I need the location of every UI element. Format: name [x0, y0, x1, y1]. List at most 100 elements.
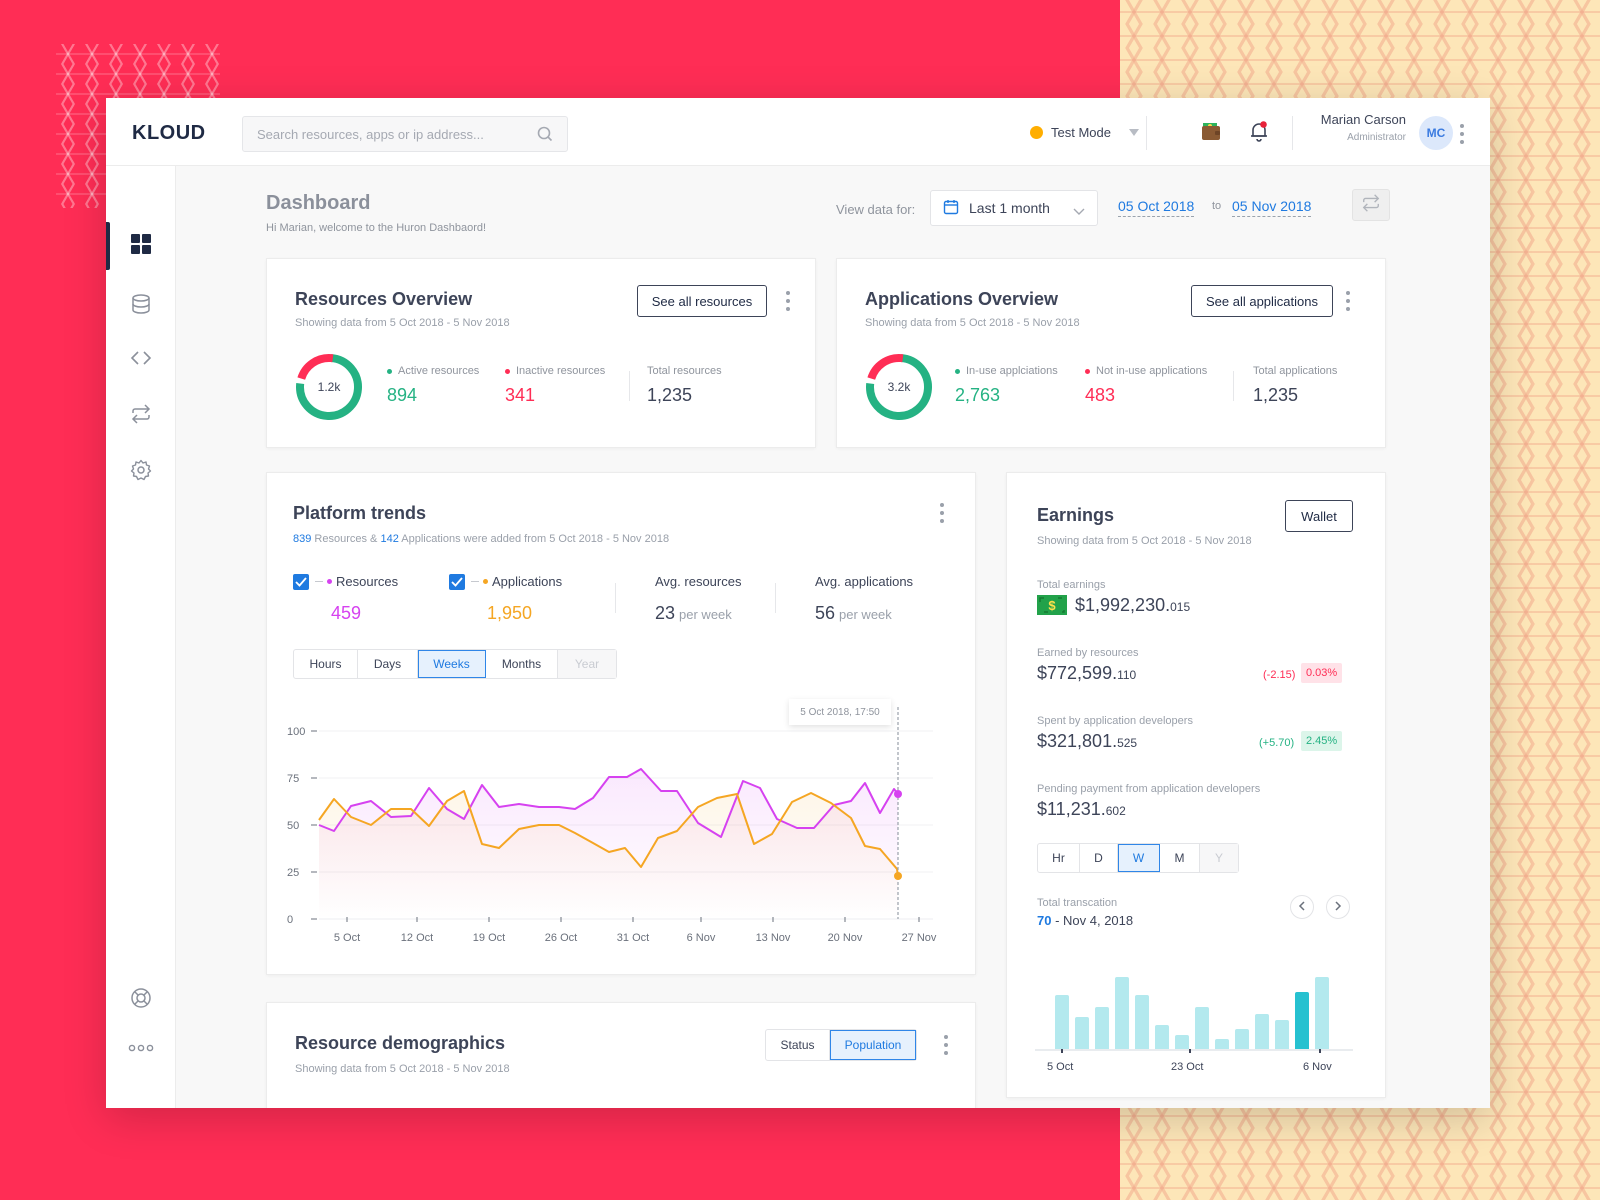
date-to[interactable]: 05 Nov 2018: [1232, 198, 1312, 217]
transactions-bar-chart[interactable]: 5 Oct 23 Oct 6 Nov: [1035, 953, 1355, 1073]
platform-trends-line-chart[interactable]: 100 75 50 25 0 5 Oct 12 Oct 19 Oct 26 Oc…: [267, 473, 977, 976]
demographics-tabs: Status Population: [765, 1029, 917, 1061]
bar[interactable]: [1175, 1035, 1189, 1049]
tab-status[interactable]: Status: [766, 1030, 830, 1060]
applications-line: [318, 790, 899, 877]
sidebar: [106, 166, 176, 1108]
logo[interactable]: KLOUD: [132, 122, 206, 144]
previous-button[interactable]: [1290, 895, 1314, 919]
tab-m[interactable]: M: [1160, 844, 1200, 872]
bar-highlighted[interactable]: [1295, 992, 1309, 1049]
bar[interactable]: [1235, 1029, 1249, 1049]
tab-weeks[interactable]: Weeks: [418, 650, 486, 678]
bar[interactable]: [1315, 977, 1329, 1049]
tab-year: Year: [558, 650, 616, 678]
mode-status-dot: [1030, 125, 1043, 139]
resources-checkbox[interactable]: [293, 574, 309, 590]
svg-text:$: $: [1048, 598, 1056, 613]
avatar[interactable]: MC: [1419, 116, 1453, 150]
x-axis-line: [1035, 1049, 1353, 1051]
sidebar-item-settings[interactable]: [106, 452, 176, 492]
tab-hours[interactable]: Hours: [294, 650, 358, 678]
kebab-icon[interactable]: [1459, 124, 1465, 144]
sidebar-item-more[interactable]: [106, 1028, 176, 1068]
stat-active-resources: Active resources 894: [387, 365, 480, 405]
tab-months[interactable]: Months: [486, 650, 558, 678]
next-button[interactable]: [1326, 895, 1350, 919]
database-icon: [130, 293, 152, 320]
stat-inactive-resources: Inactive resources 341: [505, 365, 606, 405]
bar[interactable]: [1275, 1020, 1289, 1049]
bar[interactable]: [1255, 1014, 1269, 1049]
divider: [615, 583, 616, 613]
sidebar-item-transactions[interactable]: [106, 396, 176, 436]
svg-text:19 Oct: 19 Oct: [473, 932, 505, 944]
bar[interactable]: [1095, 1007, 1109, 1049]
bar[interactable]: [1195, 1007, 1209, 1049]
bar[interactable]: [1075, 1017, 1089, 1049]
chart-tooltip: 5 Oct 2018, 17:50: [789, 699, 891, 725]
x-tick-label: 6 Nov: [1303, 1061, 1332, 1073]
search-box[interactable]: [242, 116, 568, 152]
kebab-icon[interactable]: [1345, 291, 1351, 311]
card-title: Resources Overview: [295, 289, 473, 309]
date-from[interactable]: 05 Oct 2018: [1118, 198, 1195, 217]
resources-donut-chart: 1.2k: [295, 353, 363, 421]
bar[interactable]: [1055, 995, 1069, 1049]
kebab-icon[interactable]: [943, 1035, 949, 1055]
card-subtitle: Showing data from 5 Oct 2018 - 5 Nov 201…: [295, 317, 510, 329]
sidebar-item-dashboard[interactable]: [106, 222, 176, 270]
pending-payment-value: $11,231.602: [1037, 799, 1126, 819]
see-all-resources-button[interactable]: See all resources: [637, 285, 767, 317]
wallet-button[interactable]: Wallet: [1285, 500, 1353, 532]
divider: [629, 371, 630, 401]
stat-total-resources: Total resources 1,235: [647, 365, 722, 405]
sidebar-item-support[interactable]: [106, 980, 176, 1020]
welcome-message: Hi Marian, welcome to the Huron Dashbaor…: [266, 222, 487, 234]
svg-text:31 Oct: 31 Oct: [617, 932, 649, 944]
svg-text:27 Nov: 27 Nov: [902, 932, 937, 944]
refresh-button[interactable]: [1352, 189, 1390, 221]
wallet-icon[interactable]: [1200, 120, 1222, 147]
sidebar-item-applications[interactable]: [106, 340, 176, 380]
card-title: Platform trends: [293, 503, 427, 523]
more-horizontal-icon: [128, 1039, 154, 1057]
user-name: Marian Carson: [1320, 112, 1406, 127]
bar[interactable]: [1155, 1025, 1169, 1049]
range-select[interactable]: Last 1 month: [930, 190, 1098, 226]
tab-population[interactable]: Population: [830, 1030, 916, 1060]
search-input[interactable]: [243, 117, 523, 151]
earned-by-resources-label: Earned by resources: [1037, 647, 1139, 659]
tab-days[interactable]: Days: [358, 650, 418, 678]
mode-dropdown[interactable]: Test Mode: [1030, 122, 1139, 142]
bar[interactable]: [1215, 1039, 1229, 1049]
kebab-icon[interactable]: [785, 291, 791, 311]
card-title: Earnings: [1037, 505, 1115, 525]
app-window: KLOUD Test Mode Marian Carson Administra…: [106, 98, 1490, 1108]
bell-icon[interactable]: [1248, 120, 1270, 147]
tab-d[interactable]: D: [1080, 844, 1118, 872]
x-axis: 5 Oct 12 Oct 19 Oct 26 Oct 31 Oct 6 Nov …: [334, 917, 937, 944]
applications-overview-card: Applications Overview Showing data from …: [836, 258, 1386, 448]
tab-hr[interactable]: Hr: [1038, 844, 1080, 872]
sidebar-item-resources[interactable]: [106, 286, 176, 326]
tab-w[interactable]: W: [1118, 844, 1160, 872]
view-data-label: View data for:: [836, 202, 916, 217]
spent-by-devs-label: Spent by application developers: [1037, 715, 1193, 727]
card-subtitle: Showing data from 5 Oct 2018 - 5 Nov 201…: [865, 317, 1080, 329]
search-icon[interactable]: [537, 126, 553, 147]
top-bar: KLOUD Test Mode Marian Carson Administra…: [106, 98, 1490, 166]
kebab-icon[interactable]: [939, 503, 945, 523]
user-info[interactable]: Marian Carson Administrator: [1316, 112, 1406, 143]
svg-text:25: 25: [287, 867, 299, 879]
bar[interactable]: [1115, 977, 1129, 1049]
avg-resources-label: Avg. resources: [655, 574, 742, 589]
lifebuoy-icon: [130, 987, 152, 1014]
y-axis: 100 75 50 25 0: [287, 726, 317, 926]
applications-checkbox[interactable]: [449, 574, 465, 590]
divider: [1233, 371, 1234, 401]
see-all-applications-button[interactable]: See all applications: [1191, 285, 1333, 317]
bar[interactable]: [1135, 995, 1149, 1049]
divider: [1292, 116, 1293, 150]
total-transaction-label: Total transcation: [1037, 897, 1118, 909]
